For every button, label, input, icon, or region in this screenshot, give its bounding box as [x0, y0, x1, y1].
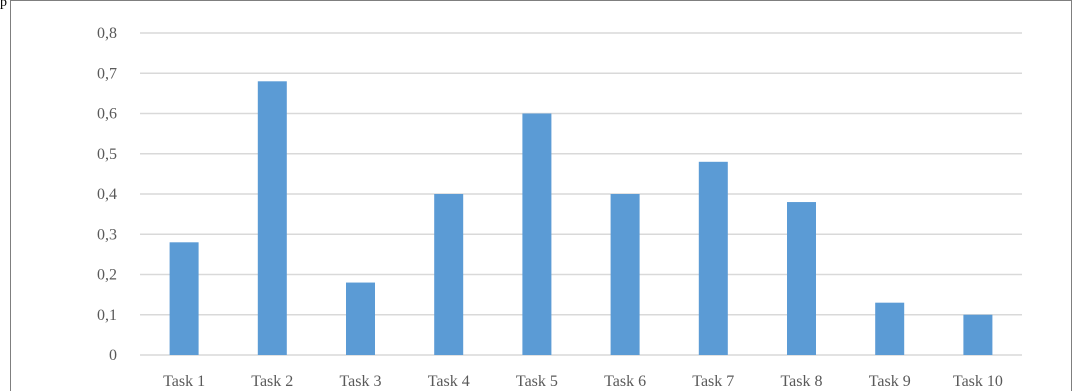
y-axis-ticks: 0 0,1 0,2 0,3 0,4 0,5 0,6 0,7 0,8 — [97, 25, 117, 364]
y-tick-label: 0,4 — [97, 186, 117, 203]
y-tick-label: 0,2 — [97, 267, 117, 284]
y-tick-label: 0,1 — [97, 307, 117, 324]
bar-task-9 — [875, 302, 905, 355]
x-tick-label: Task 10 — [953, 373, 1003, 390]
edge-text: p — [0, 0, 7, 10]
bar-task-2 — [257, 81, 287, 356]
x-tick-label: Task 5 — [516, 373, 558, 390]
y-tick-label: 0 — [109, 347, 117, 364]
bars — [169, 81, 993, 356]
x-tick-label: Task 1 — [163, 373, 205, 390]
bar-task-6 — [610, 194, 640, 355]
bar-task-5 — [522, 113, 552, 355]
x-tick-label: Task 9 — [869, 373, 911, 390]
y-tick-label: 0,8 — [97, 25, 117, 42]
y-tick-label: 0,6 — [97, 106, 117, 123]
x-tick-label: Task 7 — [692, 373, 734, 390]
x-tick-label: Task 8 — [781, 373, 823, 390]
bar-task-3 — [346, 282, 375, 355]
bar-task-7 — [698, 161, 728, 355]
bar-task-10 — [963, 314, 993, 355]
y-tick-label: 0,7 — [97, 65, 117, 82]
x-tick-label: Task 4 — [428, 373, 470, 390]
bar-task-1 — [169, 242, 199, 355]
x-tick-label: Task 6 — [604, 373, 646, 390]
y-tick-label: 0,3 — [97, 226, 117, 243]
x-tick-label: Task 3 — [340, 373, 382, 390]
gridlines — [140, 32, 1022, 356]
y-tick-label: 0,5 — [97, 146, 117, 163]
bar-task-4 — [434, 194, 464, 355]
x-axis-ticks: Task 1 Task 2 Task 3 Task 4 Task 5 Task 6 Task… — [163, 373, 1003, 390]
bar-task-8 — [787, 202, 816, 355]
x-tick-label: Task 2 — [251, 373, 293, 390]
